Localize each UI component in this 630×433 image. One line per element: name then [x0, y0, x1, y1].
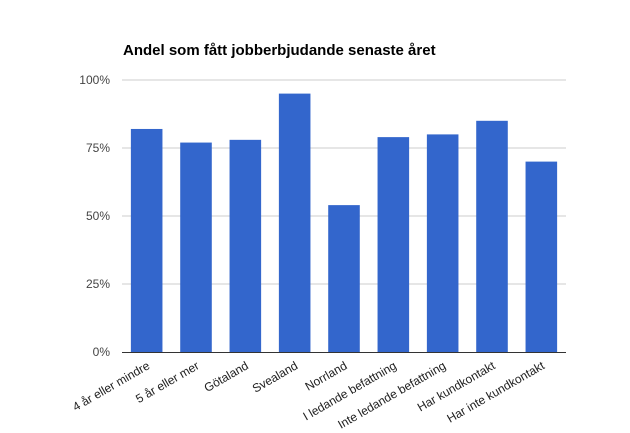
- bar: [180, 142, 212, 352]
- x-category-label: Svealand: [250, 358, 300, 395]
- y-tick-label: 100%: [79, 73, 110, 87]
- bars: [130, 93, 558, 352]
- y-tick-label: 25%: [86, 277, 110, 291]
- y-tick-label: 75%: [86, 141, 110, 155]
- y-tick-label: 50%: [86, 209, 110, 223]
- y-axis-ticks: 0% 25% 50% 75% 100%: [79, 73, 110, 359]
- bar: [476, 120, 508, 352]
- y-tick-label: 0%: [93, 345, 111, 359]
- bar: [525, 161, 558, 352]
- bar: [328, 205, 360, 352]
- bar: [130, 128, 163, 352]
- bar: [278, 93, 311, 352]
- bar: [377, 137, 410, 352]
- x-category-label: Götaland: [202, 358, 251, 394]
- chart-title: Andel som fått jobberbjudande senaste år…: [123, 42, 436, 59]
- bar: [229, 139, 262, 352]
- bar: [426, 134, 459, 352]
